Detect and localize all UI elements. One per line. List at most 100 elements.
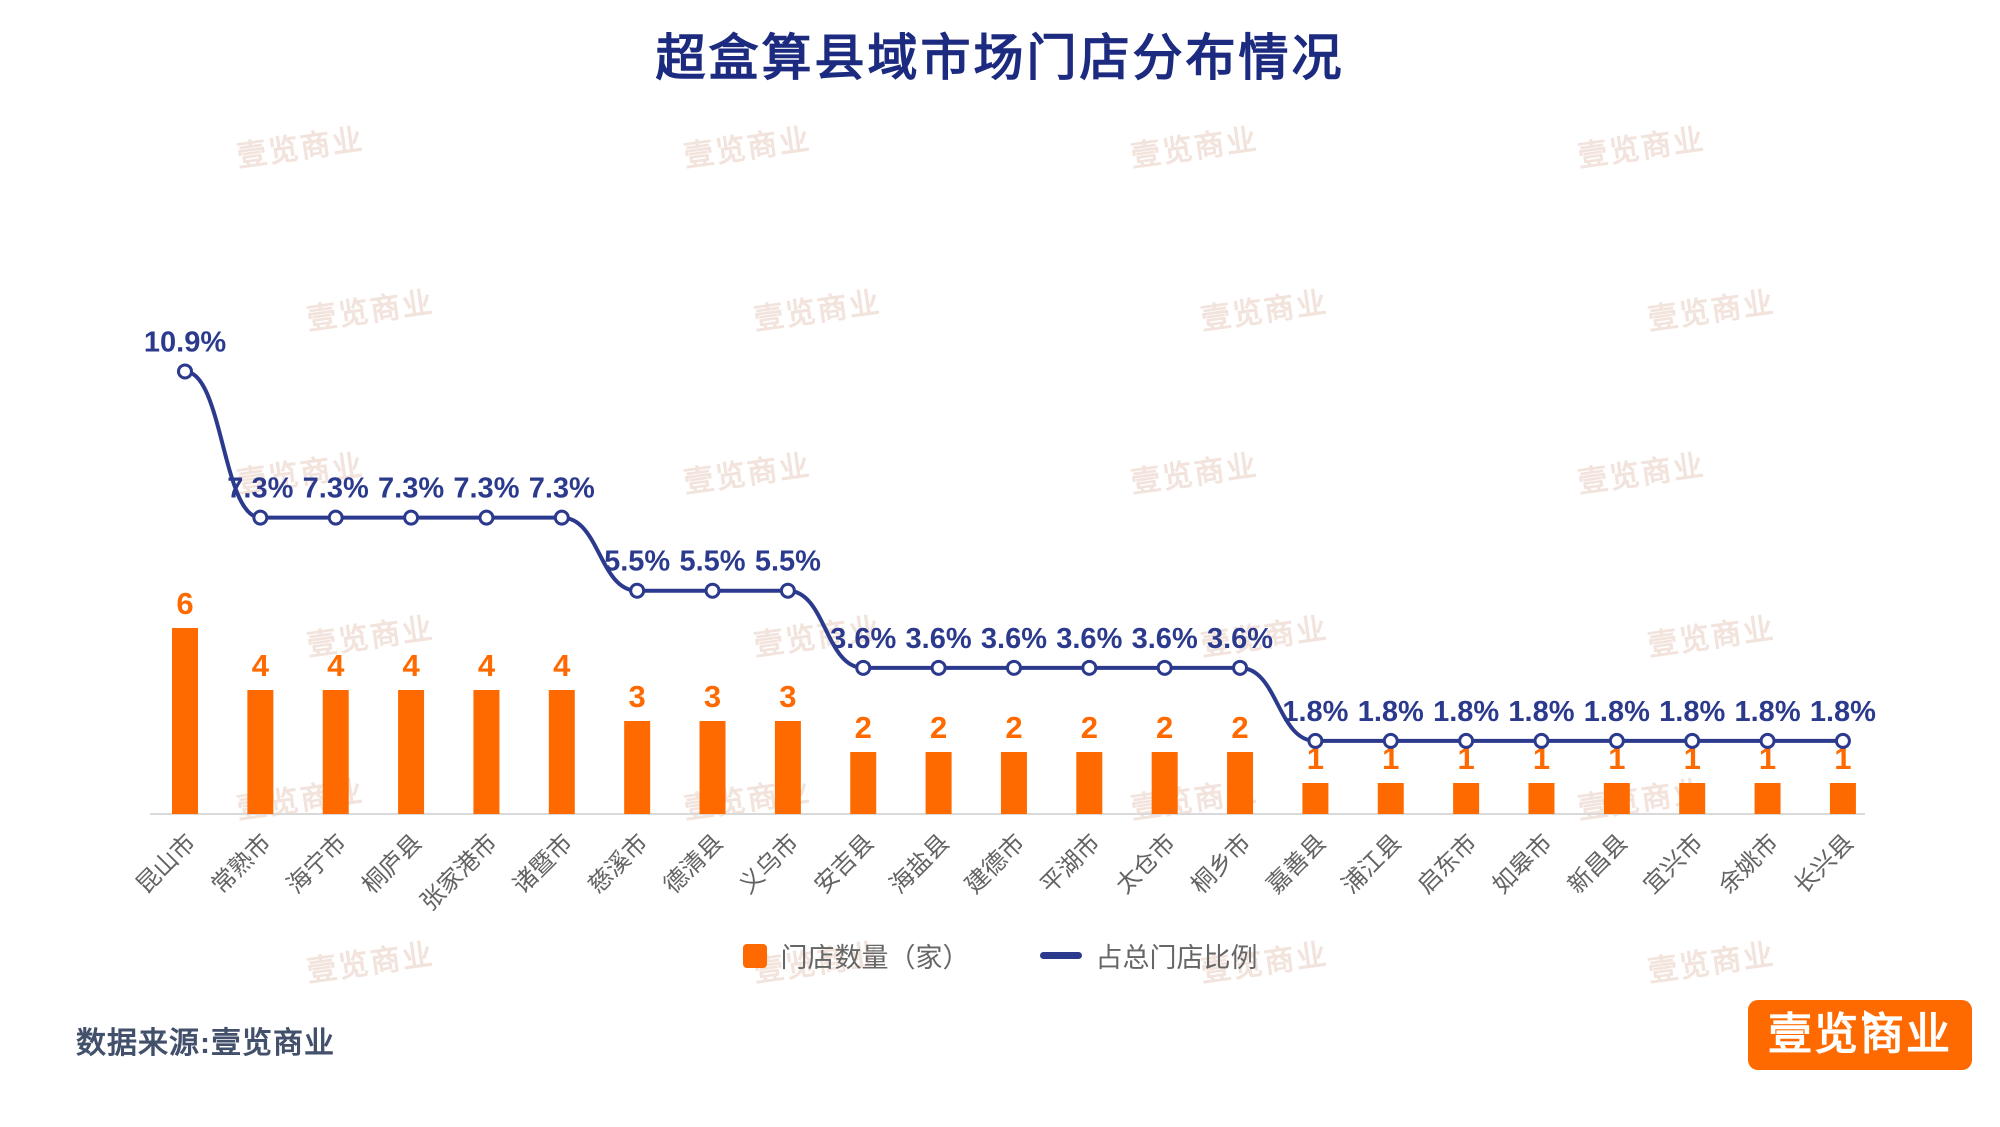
- pct-value-label: 7.3%: [453, 473, 519, 505]
- bar: [1453, 783, 1480, 814]
- bar-value-label: 2: [1231, 710, 1248, 745]
- brand-logo-text: 壹览商业: [1768, 1010, 1952, 1059]
- category-label: 建德市: [960, 829, 1030, 899]
- category-label: 海宁市: [282, 829, 352, 899]
- category-label: 余姚市: [1714, 829, 1784, 899]
- bar-value-label: 2: [1005, 710, 1022, 745]
- category-label: 德清县: [659, 829, 729, 899]
- category-label: 新昌县: [1563, 829, 1633, 899]
- category-label: 海盐县: [885, 829, 955, 899]
- category-label: 诸暨市: [508, 829, 578, 899]
- line-point: [1834, 732, 1851, 749]
- line-point: [1081, 659, 1098, 676]
- bar: [1829, 783, 1856, 814]
- line-point: [1307, 732, 1324, 749]
- category-label: 宜兴市: [1638, 829, 1708, 899]
- pct-value-label: 1.8%: [1282, 696, 1348, 728]
- line-point: [1458, 732, 1475, 749]
- bar: [1679, 783, 1706, 814]
- bar: [925, 752, 952, 814]
- pct-value-label: 7.3%: [303, 473, 369, 505]
- line-point: [1533, 732, 1550, 749]
- category-label: 张家港市: [416, 829, 503, 916]
- bar-value-label: 4: [402, 648, 420, 683]
- pct-value-label: 5.5%: [755, 546, 821, 578]
- bar-value-label: 3: [779, 679, 796, 714]
- pct-value-label: 1.8%: [1433, 696, 1499, 728]
- bar: [1227, 752, 1254, 814]
- pct-value-label: 3.6%: [1132, 623, 1198, 655]
- line-point: [177, 363, 193, 380]
- category-label: 桐庐县: [357, 829, 427, 899]
- bar-value-label: 1: [1834, 741, 1851, 776]
- category-label: 桐乡市: [1186, 829, 1256, 899]
- pct-value-label: 3.6%: [1056, 623, 1122, 655]
- pct-value-label: 3.6%: [906, 623, 972, 655]
- pct-value-label: 1.8%: [1735, 696, 1801, 728]
- bar-value-label: 3: [629, 679, 646, 714]
- line-point: [553, 509, 570, 526]
- chart-title: 超盒算县域市场门店分布情况: [655, 30, 1345, 86]
- bar: [548, 690, 575, 814]
- line-point: [855, 659, 872, 676]
- bar: [1377, 783, 1404, 814]
- bar-value-label: 1: [1457, 741, 1474, 776]
- pct-value-label: 1.8%: [1358, 696, 1424, 728]
- bar-value-label: 2: [855, 710, 872, 745]
- category-label: 嘉善县: [1262, 829, 1332, 899]
- line-point: [1759, 732, 1776, 749]
- bar-value-label: 2: [1156, 710, 1173, 745]
- pct-value-label: 3.6%: [830, 623, 896, 655]
- pct-value-label: 7.3%: [227, 473, 293, 505]
- category-label: 安吉县: [809, 829, 879, 899]
- line-point: [1232, 659, 1249, 676]
- bar-value-label: 1: [1307, 741, 1324, 776]
- line-point: [779, 582, 796, 599]
- chart-legend: 门店数量（家） 占总门店比例: [0, 936, 2000, 975]
- bar: [1603, 783, 1630, 814]
- line-point: [1382, 732, 1399, 749]
- bar: [398, 690, 425, 814]
- category-label: 义乌市: [734, 829, 804, 899]
- bar-value-label: 2: [930, 710, 947, 745]
- pct-value-label: 1.8%: [1584, 696, 1650, 728]
- line-point: [252, 509, 269, 526]
- pct-line: [184, 369, 1843, 743]
- line-point: [1684, 732, 1701, 749]
- line-point: [478, 509, 495, 526]
- data-source-note: 数据来源:壹览商业: [76, 1027, 335, 1060]
- bar: [1528, 783, 1555, 814]
- line-point: [704, 582, 721, 599]
- line-point: [403, 509, 420, 526]
- line-point: [1005, 659, 1022, 676]
- bar-value-label: 4: [478, 648, 496, 683]
- pct-value-label: 1.8%: [1659, 696, 1725, 728]
- bar-value-label: 6: [176, 586, 193, 621]
- category-label: 慈溪市: [583, 829, 653, 899]
- bar: [172, 628, 198, 814]
- play-triangle-icon: [1864, 1010, 1878, 1026]
- bar: [1076, 752, 1103, 814]
- bar: [1302, 783, 1329, 814]
- bar-value-label: 1: [1608, 741, 1625, 776]
- line-point: [930, 659, 947, 676]
- bar: [247, 690, 274, 814]
- pct-value-label: 10.9%: [144, 326, 226, 358]
- category-label: 浦江县: [1337, 829, 1407, 899]
- bar-value-label: 4: [553, 648, 571, 683]
- bar-series-swatch-icon: [742, 943, 767, 968]
- category-label: 长兴县: [1789, 829, 1859, 899]
- legend-bar-label: 门店数量（家）: [780, 943, 970, 973]
- bar: [774, 721, 801, 814]
- line-point: [629, 582, 646, 599]
- line-point: [1156, 659, 1173, 676]
- pct-value-label: 7.3%: [529, 473, 595, 505]
- legend-item-bars: 门店数量（家）: [742, 936, 970, 975]
- category-label: 平湖市: [1036, 829, 1106, 899]
- bar: [1000, 752, 1027, 814]
- line-point: [327, 509, 344, 526]
- pct-value-label: 1.8%: [1508, 696, 1574, 728]
- pct-value-label: 5.5%: [604, 546, 670, 578]
